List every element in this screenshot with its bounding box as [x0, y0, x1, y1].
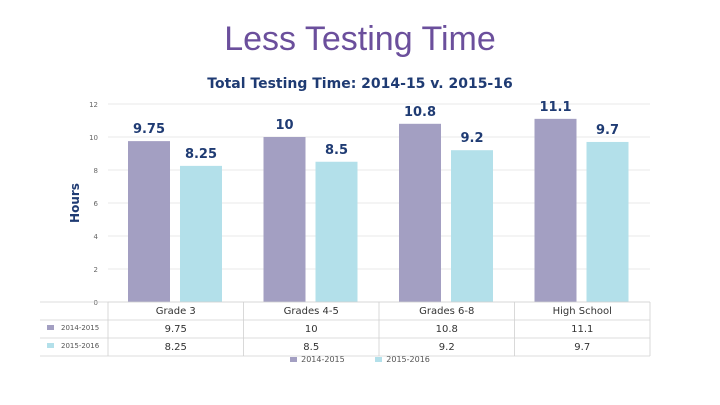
legend-label-2014-2015: 2014-2015 [301, 355, 345, 364]
chart-title: Total Testing Time: 2014-15 v. 2015-16 [207, 76, 513, 92]
chart-legend: 2014-2015 2015-2016 [0, 355, 720, 364]
legend-label-2015-2016: 2015-2016 [386, 355, 430, 364]
y-tick-label: 12 [89, 101, 98, 109]
data-label: 9.2 [460, 131, 483, 146]
bar-2015-2016 [586, 141, 629, 302]
data-label: 10.8 [404, 105, 436, 120]
table-row-label: 2015-2016 [61, 342, 100, 350]
table-cell: 9.75 [165, 324, 187, 335]
data-label: 9.7 [596, 123, 619, 138]
table-row-swatch [47, 343, 54, 348]
data-label: 10 [275, 118, 293, 133]
table-cell: 11.1 [571, 324, 593, 335]
bar-2015-2016 [451, 150, 493, 302]
slide-title: Less Testing Time [224, 20, 496, 58]
table-cell: 8.25 [165, 342, 187, 353]
bar-2014-2015 [128, 141, 170, 302]
y-tick-label: 8 [94, 167, 98, 175]
table-cell: 8.5 [303, 342, 319, 353]
legend-swatch-2015-2016 [375, 357, 383, 362]
y-tick-label: 0 [94, 299, 98, 307]
bar-2014-2015 [534, 118, 577, 302]
x-tick-label: High School [553, 306, 612, 317]
legend-item-2014-2015: 2014-2015 [290, 355, 345, 364]
bar-2014-2015 [399, 123, 441, 302]
data-label: 9.75 [133, 122, 165, 137]
bar-2015-2016 [180, 165, 222, 302]
table-cell: 9.2 [439, 342, 455, 353]
table-cell: 10.8 [436, 324, 458, 335]
y-tick-label: 4 [94, 233, 99, 241]
x-tick-label: Grades 4-5 [284, 306, 339, 317]
data-label: 8.25 [185, 147, 217, 162]
y-axis-label: Hours [68, 183, 82, 223]
table-row-label: 2014-2015 [61, 324, 99, 332]
data-label: 8.5 [325, 143, 348, 158]
legend-swatch-2014-2015 [290, 357, 298, 362]
x-tick-label: Grades 6-8 [419, 306, 474, 317]
table-cell: 9.7 [574, 342, 590, 353]
table-row-swatch [47, 325, 54, 330]
legend-item-2015-2016: 2015-2016 [375, 355, 430, 364]
y-tick-label: 6 [94, 200, 99, 208]
bar-2014-2015 [263, 137, 306, 302]
table-cell: 10 [305, 324, 318, 335]
data-label: 11.1 [539, 100, 571, 115]
y-tick-label: 2 [94, 266, 98, 274]
bar-2015-2016 [315, 161, 358, 302]
x-tick-label: Grade 3 [156, 306, 196, 317]
y-tick-label: 10 [89, 134, 98, 142]
